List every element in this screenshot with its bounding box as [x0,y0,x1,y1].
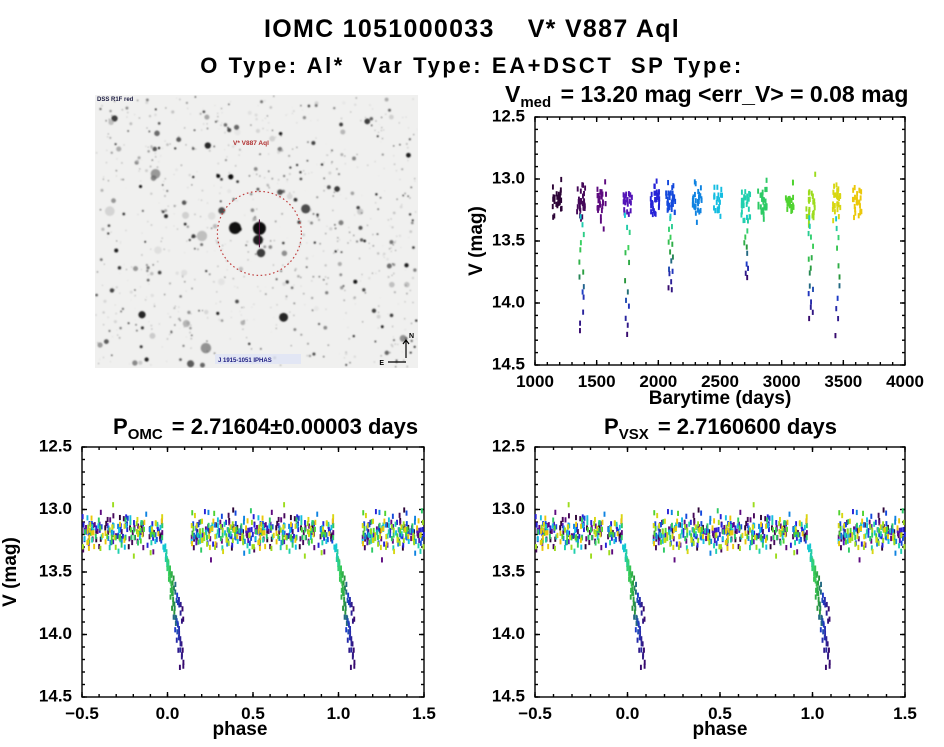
svg-text:POMC = 2.71604±0.00003 days: POMC = 2.71604±0.00003 days [113,414,418,443]
svg-text:PVSX = 2.7160600 days: PVSX = 2.7160600 days [604,414,837,443]
svg-text:phase: phase [213,719,268,740]
svg-text:V (mag): V (mag) [466,206,487,276]
svg-text:phase: phase [693,719,748,740]
svg-text:V (mag): V (mag) [0,537,21,607]
svg-text:Barytime (days): Barytime (days) [649,388,792,409]
